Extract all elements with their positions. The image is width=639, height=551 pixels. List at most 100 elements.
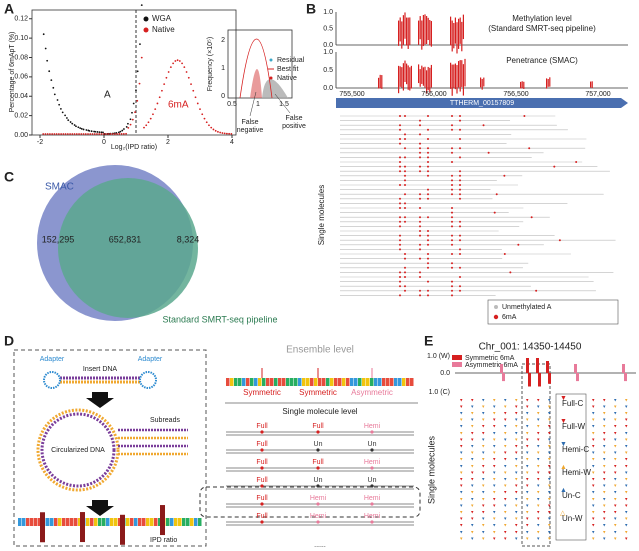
molecule-glyph: ▾ (526, 424, 529, 430)
track-bar (399, 66, 401, 87)
molecule-glyph: ▾ (515, 444, 518, 450)
base (138, 518, 142, 526)
molecule-glyph: ▾ (515, 430, 518, 436)
x-tick-label: 4 (230, 139, 234, 146)
methylated-site (459, 184, 461, 186)
site-label: Full (256, 477, 268, 484)
molecule-glyph: ▾ (614, 496, 617, 502)
wga-point (50, 79, 53, 82)
molecule-glyph: ▾ (526, 490, 529, 496)
wga-point (94, 130, 97, 133)
molecule-glyph: ▾ (504, 397, 507, 403)
molecule-glyph: ▾ (614, 503, 617, 509)
track-bar (398, 65, 400, 94)
axes-frame (31, 9, 237, 136)
base (190, 518, 194, 526)
base (126, 518, 130, 526)
molecule-glyph: ▾ (471, 444, 474, 450)
count: 152,295 (42, 234, 75, 244)
site-label: Un (368, 477, 377, 484)
molecule-glyph: ▾ (482, 470, 485, 476)
methylated-site (404, 147, 406, 150)
molecule-glyph: ▾ (614, 457, 617, 463)
state-label: Un-W (562, 514, 583, 523)
molecule-glyph: ▾ (625, 411, 628, 417)
site (260, 466, 264, 470)
molecule-glyph: ▾ (504, 536, 507, 542)
base (134, 518, 138, 526)
wga-point (48, 70, 51, 73)
native-point (163, 83, 166, 86)
methylated-site (419, 156, 421, 159)
wga-point (117, 131, 120, 134)
wga-point (73, 124, 76, 126)
molecule-glyph: ▾ (592, 430, 595, 436)
native-point (96, 133, 98, 135)
track-bar (454, 63, 456, 90)
arrow (86, 392, 114, 408)
state-label: Hemi-C (562, 445, 589, 454)
native-point (136, 99, 139, 102)
label: Adapter (138, 356, 163, 363)
track-bar (409, 17, 411, 45)
native-point (203, 117, 206, 120)
molecule-glyph: ▾ (548, 437, 551, 443)
molecule-glyph: ▾ (625, 510, 628, 516)
molecule-glyph: ▾ (493, 397, 496, 403)
site-label: Hemi (364, 423, 381, 430)
molecule-glyph: ▾ (526, 450, 529, 456)
methylated-site (459, 276, 461, 278)
molecule-glyph: ▾ (526, 411, 529, 417)
methylated-site (509, 271, 512, 274)
base (86, 518, 90, 526)
molecule-glyph: ▾ (482, 490, 485, 496)
molecule-glyph: ▾ (493, 457, 496, 463)
molecule-glyph: ▾ (471, 477, 474, 483)
native-point (219, 131, 222, 134)
wga-point (59, 107, 62, 110)
inset-fill (250, 69, 262, 98)
methylated-site (427, 138, 429, 140)
methylated-site (451, 280, 453, 283)
methylated-site (427, 115, 429, 117)
base (178, 518, 182, 526)
molecule-glyph: ▾ (504, 437, 507, 443)
base (298, 378, 302, 386)
base (362, 378, 366, 386)
native-point (55, 133, 58, 135)
methylated-site (451, 128, 453, 131)
molecule-glyph: ▾ (625, 477, 628, 483)
native-point (80, 133, 83, 135)
track-bar (481, 78, 483, 90)
state-label: Hemi-W (562, 468, 591, 477)
methylated-site (419, 207, 421, 209)
site-label: Full (256, 459, 268, 466)
molecule-glyph: ▾ (548, 424, 551, 430)
methylated-site (399, 248, 401, 251)
molecule-glyph: ▾ (493, 523, 496, 529)
methylated-site (459, 156, 461, 159)
native-point (152, 113, 154, 116)
base (382, 378, 386, 386)
methylated-site (404, 193, 406, 196)
methylated-site (503, 174, 506, 177)
molecule-glyph: ▾ (482, 450, 485, 456)
molecule-glyph: ▾ (493, 411, 496, 417)
molecule-glyph: ▾ (526, 457, 529, 463)
wga-point (80, 127, 83, 130)
site-label: Un (314, 441, 323, 448)
methylated-site (399, 207, 401, 209)
molecule-glyph: ▾ (625, 463, 628, 469)
molecule-glyph: ▾ (592, 510, 595, 516)
molecule-glyph: ▾ (603, 437, 606, 443)
molecule-glyph: ▾ (460, 397, 463, 403)
methylated-site (459, 193, 461, 196)
inset-y-tick: 2 (221, 37, 225, 44)
methylated-site (427, 165, 429, 168)
legend-marker (143, 27, 149, 33)
molecule-glyph: ▾ (504, 430, 507, 436)
molecule-glyph: ▾ (460, 523, 463, 529)
methylated-site (419, 197, 421, 200)
adapter (43, 371, 61, 389)
base (274, 378, 278, 386)
